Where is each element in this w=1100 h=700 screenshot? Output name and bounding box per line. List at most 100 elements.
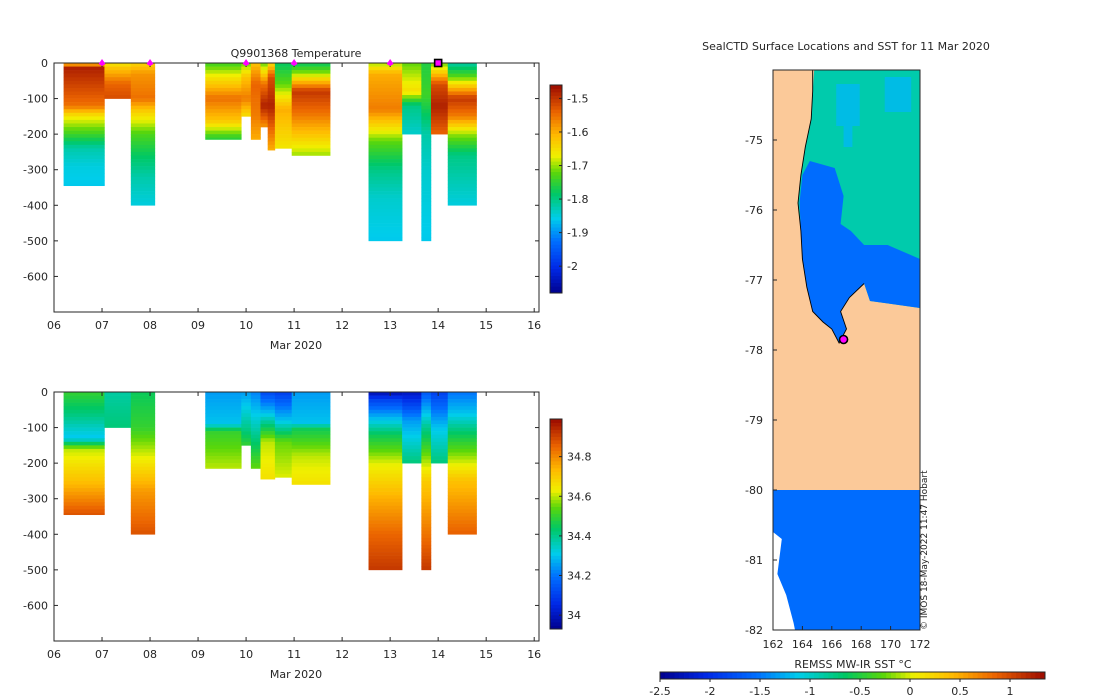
t-profile-8-cell: [274, 98, 292, 103]
s-profile-6-cell: [260, 470, 276, 475]
sst-colorbar-swatch: [968, 672, 974, 679]
s-profile-2-cell: [130, 438, 156, 443]
s-colorbar-swatch: [550, 555, 562, 560]
s-colorbar-swatch: [550, 541, 562, 546]
t-profile-7-cell: [267, 102, 276, 106]
sst-colorbar-swatch: [693, 672, 699, 679]
s-profile-7-cell: [274, 416, 292, 421]
s-profile-0-cell: [63, 473, 105, 478]
s-profile-3-cell: [205, 431, 242, 435]
s-profile-11-cell: [421, 473, 432, 478]
s-profile-0-cell: [63, 424, 105, 428]
t-profile-8-cell: [274, 102, 292, 106]
t-profile-8-cell: [274, 141, 292, 146]
s-profile-5-cell: [250, 420, 261, 425]
t-colorbar-tick-label: -1.9: [567, 227, 588, 240]
t-profile-5-cell: [250, 66, 261, 71]
t-x-tick-label: 11: [287, 319, 301, 332]
map-y-tick-label: -78: [745, 344, 763, 357]
t-profile-5-cell: [250, 130, 261, 135]
t-profile-0-cell: [63, 169, 105, 174]
s-profile-9-cell: [368, 566, 403, 571]
s-colorbar-swatch: [550, 611, 562, 616]
t-profile-7-cell: [267, 109, 276, 114]
t-colorbar-swatch: [550, 164, 562, 169]
s-profile-11-cell: [421, 544, 432, 549]
s-profile-11-cell: [421, 541, 432, 546]
s-profile-9-cell: [368, 516, 403, 521]
t-profile-12-cell: [421, 102, 432, 106]
s-profile-10-cell: [402, 452, 422, 457]
s-profile-11-cell: [421, 413, 432, 418]
sst-patch: [884, 77, 912, 112]
s-profile-9-cell: [368, 541, 403, 546]
t-profile-12-cell: [421, 176, 432, 181]
t-profile-14-cell: [447, 130, 477, 135]
s-profile-10-cell: [402, 420, 422, 425]
s-profile-12-cell: [430, 416, 449, 421]
s-profile-11-cell: [421, 534, 432, 539]
s-profile-0-cell: [63, 445, 105, 450]
s-profile-6-cell: [260, 392, 276, 396]
s-profile-10-cell: [402, 409, 422, 414]
t-profile-10-cell: [368, 134, 403, 138]
t-profile-2-cell: [130, 63, 156, 67]
t-profile-6-cell: [260, 105, 268, 110]
t-profile-8-cell: [274, 123, 292, 128]
t-profile-14-cell: [447, 102, 477, 106]
t-colorbar-swatch: [550, 258, 562, 263]
t-profile-0-cell: [63, 183, 105, 187]
t-profile-5-cell: [250, 80, 261, 85]
t-profile-5-cell: [250, 98, 261, 103]
t-profile-0-cell: [63, 73, 105, 78]
temperature-x-label: Mar 2020: [270, 339, 322, 352]
s-profile-0-cell: [63, 427, 105, 432]
sst-colorbar-swatch: [838, 672, 844, 679]
t-profile-14-cell: [447, 187, 477, 192]
s-profile-7-cell: [274, 466, 292, 471]
temperature-y-ticks: 0 -100 -200 -300 -400 -500 -600: [23, 57, 539, 283]
t-profile-1-cell: [104, 70, 132, 74]
t-profile-14-cell: [447, 201, 477, 206]
s-profile-9-cell: [368, 552, 403, 556]
s-profile-3-cell: [205, 409, 242, 414]
s-profile-3-cell: [205, 463, 242, 467]
s-y-tick-label: -400: [23, 528, 48, 541]
s-profile-11-cell: [421, 505, 432, 510]
t-profile-12-cell: [421, 134, 432, 138]
s-profile-11-cell: [421, 555, 432, 560]
t-profile-12-cell: [421, 151, 432, 156]
s-profile-2-cell: [130, 424, 156, 428]
s-profile-2-cell: [130, 441, 156, 446]
t-profile-12-cell: [421, 169, 432, 174]
t-profile-8-cell: [274, 137, 292, 142]
t-colorbar-swatch: [550, 254, 562, 259]
t-profile-12-cell: [421, 109, 432, 114]
sst-colorbar-swatch: [765, 672, 772, 679]
t-profile-12-cell: [421, 219, 432, 224]
s-profile-11-cell: [421, 516, 432, 521]
t-x-tick-label: 07: [95, 319, 109, 332]
salinity-x-label: Mar 2020: [270, 668, 322, 681]
t-profile-9-cell: [291, 102, 331, 106]
s-profile-3-cell: [205, 395, 242, 400]
t-profile-10-cell: [368, 187, 403, 192]
no-data-area: [773, 532, 795, 630]
t-profile-3-cell: [205, 127, 242, 131]
t-colorbar-tick-label: -1.6: [567, 126, 588, 139]
s-profile-11-cell: [421, 566, 432, 571]
s-profile-4-cell: [241, 416, 252, 421]
t-profile-14-cell: [447, 87, 477, 92]
s-colorbar-swatch: [550, 461, 562, 465]
sst-colorbar-swatch: [833, 672, 839, 679]
s-profile-9-cell: [368, 434, 403, 439]
t-colorbar-swatch: [550, 247, 562, 252]
t-profile-11-cell: [402, 127, 422, 131]
s-colorbar-swatch: [550, 608, 562, 612]
t-profile-0-cell: [63, 91, 105, 96]
sst-colorbar-tick-label: -1: [805, 685, 816, 698]
s-profile-6-cell: [260, 438, 276, 443]
t-profile-9-cell: [291, 119, 331, 124]
t-profile-6-cell: [260, 63, 268, 67]
t-profile-3-cell: [205, 98, 242, 103]
